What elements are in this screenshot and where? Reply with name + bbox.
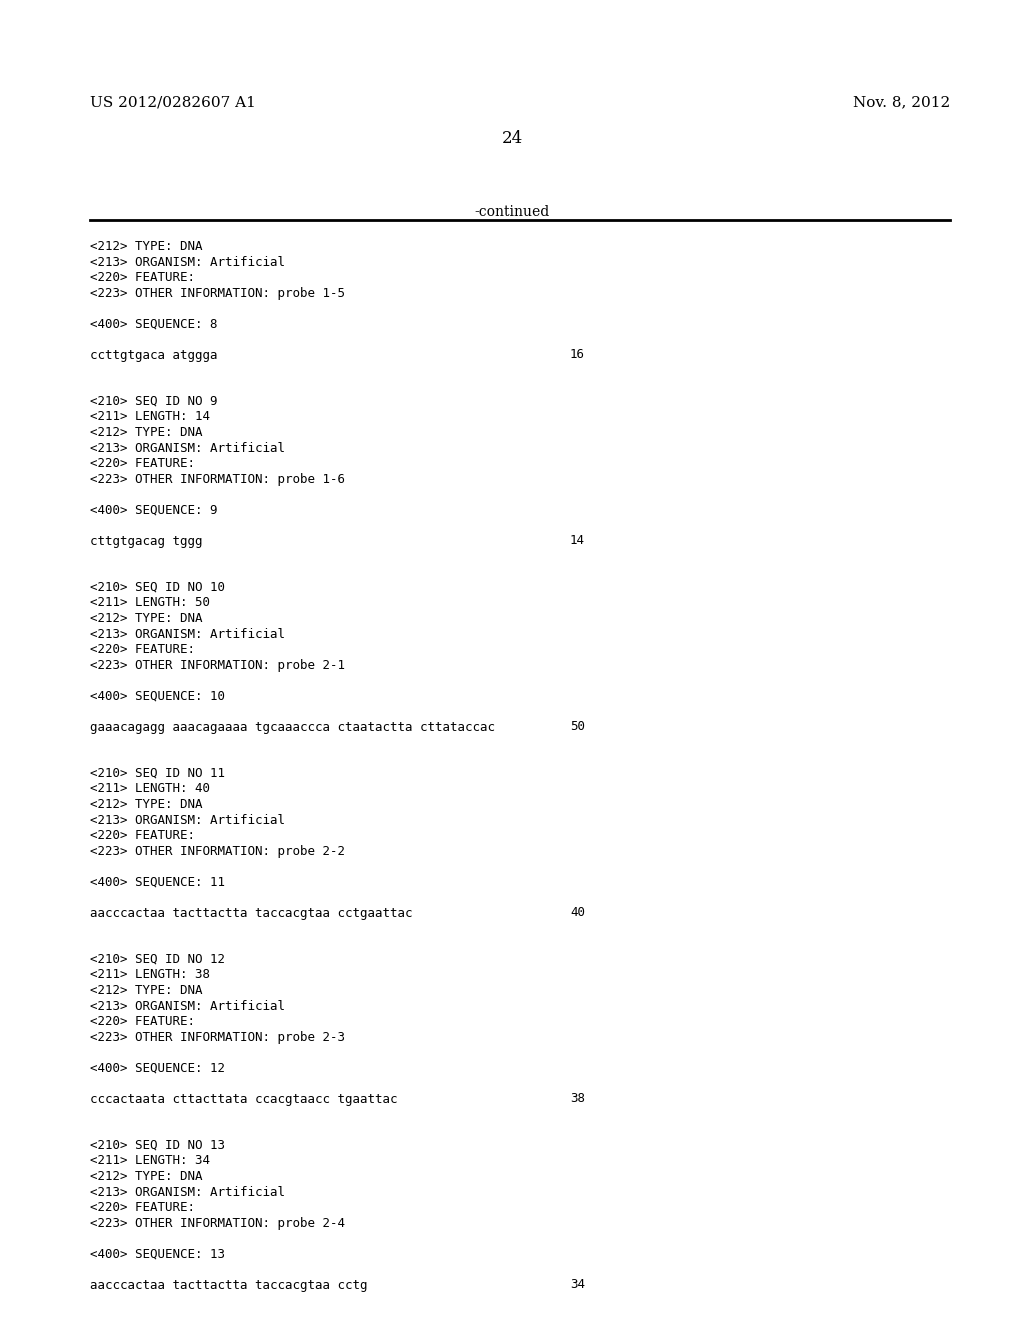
Text: gaaacagagg aaacagaaaa tgcaaaccca ctaatactta cttataccac: gaaacagagg aaacagaaaa tgcaaaccca ctaatac… xyxy=(90,721,495,734)
Text: <213> ORGANISM: Artificial: <213> ORGANISM: Artificial xyxy=(90,627,285,640)
Text: cccactaata cttacttata ccacgtaacc tgaattac: cccactaata cttacttata ccacgtaacc tgaatta… xyxy=(90,1093,397,1106)
Text: <211> LENGTH: 14: <211> LENGTH: 14 xyxy=(90,411,210,424)
Text: <400> SEQUENCE: 9: <400> SEQUENCE: 9 xyxy=(90,503,217,516)
Text: <211> LENGTH: 40: <211> LENGTH: 40 xyxy=(90,783,210,796)
Text: <223> OTHER INFORMATION: probe 2-3: <223> OTHER INFORMATION: probe 2-3 xyxy=(90,1031,345,1044)
Text: <213> ORGANISM: Artificial: <213> ORGANISM: Artificial xyxy=(90,813,285,826)
Text: <213> ORGANISM: Artificial: <213> ORGANISM: Artificial xyxy=(90,999,285,1012)
Text: <210> SEQ ID NO 12: <210> SEQ ID NO 12 xyxy=(90,953,225,966)
Text: <220> FEATURE:: <220> FEATURE: xyxy=(90,1201,195,1214)
Text: <213> ORGANISM: Artificial: <213> ORGANISM: Artificial xyxy=(90,1185,285,1199)
Text: 16: 16 xyxy=(570,348,585,362)
Text: <213> ORGANISM: Artificial: <213> ORGANISM: Artificial xyxy=(90,256,285,268)
Text: <220> FEATURE:: <220> FEATURE: xyxy=(90,643,195,656)
Text: <223> OTHER INFORMATION: probe 2-4: <223> OTHER INFORMATION: probe 2-4 xyxy=(90,1217,345,1229)
Text: <400> SEQUENCE: 12: <400> SEQUENCE: 12 xyxy=(90,1061,225,1074)
Text: <400> SEQUENCE: 10: <400> SEQUENCE: 10 xyxy=(90,689,225,702)
Text: <212> TYPE: DNA: <212> TYPE: DNA xyxy=(90,799,203,810)
Text: <223> OTHER INFORMATION: probe 2-1: <223> OTHER INFORMATION: probe 2-1 xyxy=(90,659,345,672)
Text: <400> SEQUENCE: 13: <400> SEQUENCE: 13 xyxy=(90,1247,225,1261)
Text: 24: 24 xyxy=(502,129,522,147)
Text: <220> FEATURE:: <220> FEATURE: xyxy=(90,1015,195,1028)
Text: <400> SEQUENCE: 8: <400> SEQUENCE: 8 xyxy=(90,318,217,330)
Text: 40: 40 xyxy=(570,907,585,920)
Text: <220> FEATURE:: <220> FEATURE: xyxy=(90,271,195,284)
Text: <212> TYPE: DNA: <212> TYPE: DNA xyxy=(90,612,203,624)
Text: 50: 50 xyxy=(570,721,585,734)
Text: 34: 34 xyxy=(570,1279,585,1291)
Text: 38: 38 xyxy=(570,1093,585,1106)
Text: <400> SEQUENCE: 11: <400> SEQUENCE: 11 xyxy=(90,875,225,888)
Text: <223> OTHER INFORMATION: probe 1-5: <223> OTHER INFORMATION: probe 1-5 xyxy=(90,286,345,300)
Text: <210> SEQ ID NO 10: <210> SEQ ID NO 10 xyxy=(90,581,225,594)
Text: <211> LENGTH: 38: <211> LENGTH: 38 xyxy=(90,969,210,982)
Text: US 2012/0282607 A1: US 2012/0282607 A1 xyxy=(90,95,256,110)
Text: <212> TYPE: DNA: <212> TYPE: DNA xyxy=(90,983,203,997)
Text: <220> FEATURE:: <220> FEATURE: xyxy=(90,457,195,470)
Text: <212> TYPE: DNA: <212> TYPE: DNA xyxy=(90,426,203,440)
Text: aacccactaa tacttactta taccacgtaa cctgaattac: aacccactaa tacttactta taccacgtaa cctgaat… xyxy=(90,907,413,920)
Text: <212> TYPE: DNA: <212> TYPE: DNA xyxy=(90,1170,203,1183)
Text: cttgtgacag tggg: cttgtgacag tggg xyxy=(90,535,203,548)
Text: -continued: -continued xyxy=(474,205,550,219)
Text: <210> SEQ ID NO 11: <210> SEQ ID NO 11 xyxy=(90,767,225,780)
Text: <220> FEATURE:: <220> FEATURE: xyxy=(90,829,195,842)
Text: <211> LENGTH: 50: <211> LENGTH: 50 xyxy=(90,597,210,610)
Text: aacccactaa tacttactta taccacgtaa cctg: aacccactaa tacttactta taccacgtaa cctg xyxy=(90,1279,368,1291)
Text: ccttgtgaca atggga: ccttgtgaca atggga xyxy=(90,348,217,362)
Text: 14: 14 xyxy=(570,535,585,548)
Text: Nov. 8, 2012: Nov. 8, 2012 xyxy=(853,95,950,110)
Text: <223> OTHER INFORMATION: probe 1-6: <223> OTHER INFORMATION: probe 1-6 xyxy=(90,473,345,486)
Text: <211> LENGTH: 34: <211> LENGTH: 34 xyxy=(90,1155,210,1167)
Text: <212> TYPE: DNA: <212> TYPE: DNA xyxy=(90,240,203,253)
Text: <210> SEQ ID NO 13: <210> SEQ ID NO 13 xyxy=(90,1139,225,1152)
Text: <223> OTHER INFORMATION: probe 2-2: <223> OTHER INFORMATION: probe 2-2 xyxy=(90,845,345,858)
Text: <213> ORGANISM: Artificial: <213> ORGANISM: Artificial xyxy=(90,441,285,454)
Text: <210> SEQ ID NO 9: <210> SEQ ID NO 9 xyxy=(90,395,217,408)
